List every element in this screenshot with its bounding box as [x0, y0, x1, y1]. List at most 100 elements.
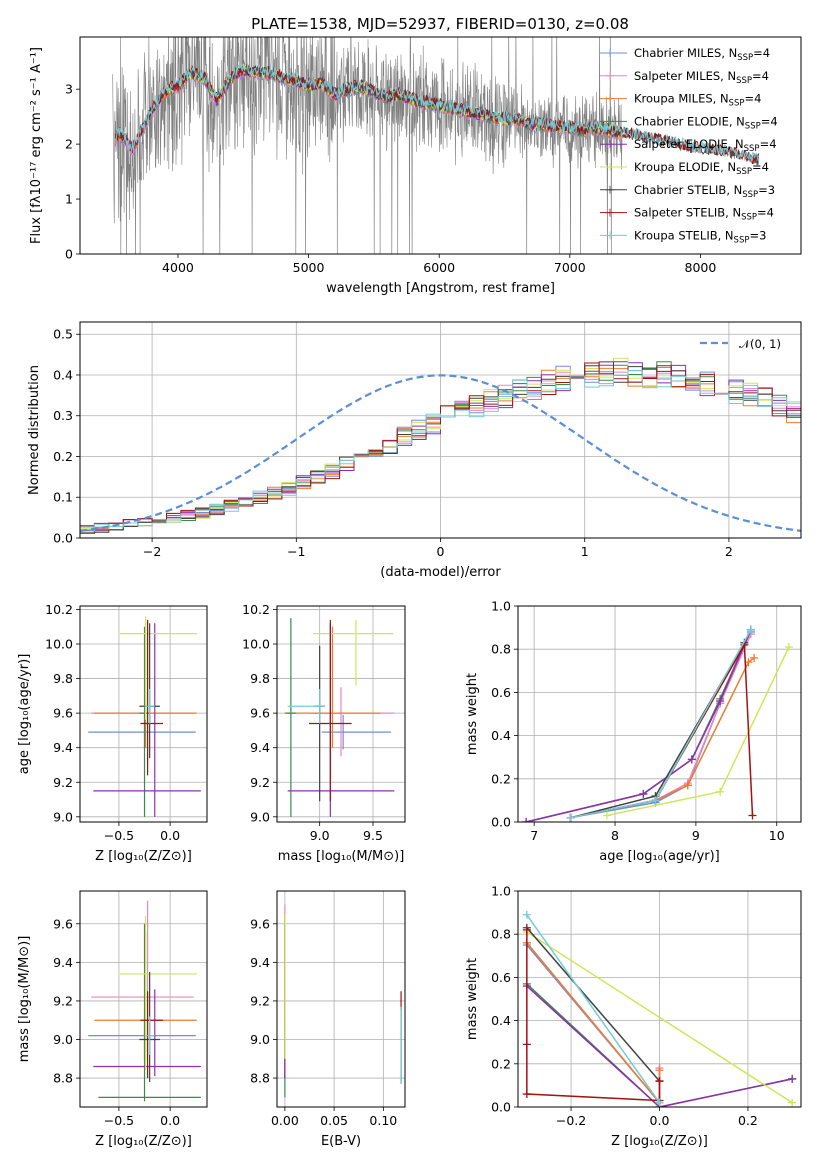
- y-tick-label: 1.0: [491, 884, 511, 899]
- errorbar-point: [285, 618, 297, 817]
- plot-area: [522, 910, 797, 1107]
- x-tick-label: 4000: [162, 260, 194, 275]
- legend-entry-label: Kroupa MILES, NSSP=4: [634, 92, 761, 109]
- weight-point-marker: [602, 811, 611, 820]
- weight-point-marker: [655, 1077, 664, 1086]
- legend-entry-label: Chabrier STELIB, NSSP=3: [634, 183, 775, 200]
- axes-frame: [79, 890, 208, 1108]
- legend-entry-count: =4: [753, 46, 770, 60]
- errorbar-point: [313, 619, 394, 686]
- x-axis-label: mass [log₁₀(M/M⊙)]: [278, 849, 405, 864]
- errorbar-point: [321, 714, 392, 750]
- legend-entry-label: 𝒩(0, 1): [739, 337, 781, 351]
- legend-entry-label: Salpeter STELIB, NSSP=4: [634, 206, 774, 223]
- x-tick-label: 0: [437, 544, 445, 559]
- y-tick-label: 0.1: [53, 490, 73, 505]
- weight-series-line: [526, 927, 661, 1082]
- weight-point-marker: [655, 1098, 664, 1107]
- weight-point-marker: [522, 1090, 531, 1099]
- y-tick-label: 0.4: [491, 1013, 511, 1028]
- plot-area: [88, 900, 201, 1102]
- errorbar-point: [119, 616, 197, 721]
- y-tick-label: 0.2: [491, 771, 511, 786]
- y-tick-label: 0.6: [491, 685, 511, 700]
- errorbar-point: [144, 688, 155, 724]
- legend-entry-text: Chabrier STELIB, N: [634, 183, 742, 197]
- y-axis-label: age [log₁₀(age/yr)]: [17, 654, 32, 775]
- y-tick-label: 0.5: [53, 327, 73, 342]
- legend-entry-label: Salpeter ELODIE, NSSP=4: [634, 137, 777, 154]
- age-vs-metallicity-panel: −0.5 0.0 9.0 9.2 9.4 9.6 9.8 10.0 10.2 Z [log₁₀(Z…: [17, 602, 208, 864]
- errorbar-point: [140, 991, 163, 1079]
- y-tick-label: 0.8: [491, 927, 511, 942]
- errorbar-point: [144, 1016, 155, 1055]
- x-tick-label: 0.0: [160, 828, 180, 843]
- legend-entry-count: =4: [757, 206, 774, 220]
- x-axis-label: wavelength [Angstrom, rest frame]: [326, 281, 555, 296]
- errorbar-point: [309, 619, 352, 802]
- y-tick-label: 9.0: [250, 1032, 270, 1047]
- x-tick-label: 2: [725, 544, 733, 559]
- x-tick-label: 0.05: [320, 1113, 348, 1128]
- y-tick-label: 0.2: [53, 449, 73, 464]
- mass-weight-vs-age-panel: 7 8 9 10 0.0 0.2 0.4 0.6 0.8 1.0 age [log₁₀(age/yr…: [465, 599, 802, 864]
- x-tick-label: 0.00: [271, 1113, 299, 1128]
- weight-point-marker: [750, 653, 759, 662]
- legend-marker: [606, 71, 614, 80]
- y-tick-label: 9.8: [250, 671, 270, 686]
- y-tick-label: 9.6: [53, 706, 73, 721]
- x-axis-label: Z [log₁₀(Z/Z⊙)]: [611, 1134, 708, 1149]
- weight-point-marker: [639, 789, 648, 798]
- y-tick-label: 9.0: [53, 1032, 73, 1047]
- y-tick-label: 9.4: [250, 955, 270, 970]
- legend-entry-subscript: SSP: [734, 235, 750, 245]
- axes: −0.5 0.0 9.0 9.2 9.4 9.6 9.8 10.0 10.2 Z [log₁₀(Z…: [17, 602, 208, 864]
- axes: −0.5 0.0 8.8 9.0 9.2 9.4 9.6 Z [log₁₀(Z/Z⊙)] mas…: [17, 890, 208, 1149]
- x-tick-label: 0.10: [369, 1113, 397, 1128]
- x-tick-label: 9: [692, 828, 700, 843]
- y-axis-label: mass [log₁₀(M/M⊙)]: [17, 936, 32, 1063]
- plot-area: [284, 618, 395, 817]
- mass-weight-vs-metallicity-panel: −0.2 0.0 0.2 0.0 0.2 0.4 0.6 0.8 1.0 Z [log₁₀(Z/Z…: [465, 884, 802, 1149]
- legend-marker: [606, 231, 614, 240]
- errorbar-point: [287, 688, 325, 724]
- y-tick-label: 0: [65, 247, 73, 262]
- histogram-step: [80, 369, 801, 532]
- legend-entry-text: Kroupa MILES, N: [634, 92, 729, 106]
- legend-entry-text: Salpeter ELODIE, N: [634, 137, 744, 151]
- legend-marker: [606, 185, 614, 194]
- y-tick-label: 9.2: [250, 775, 270, 790]
- plot-area: [80, 357, 801, 534]
- x-axis-label: Z [log₁₀(Z/Z⊙)]: [95, 849, 192, 864]
- legend-entry-subscript: SSP: [741, 213, 757, 223]
- x-axis-label: E(B-V): [321, 1134, 361, 1149]
- legend-entry-label: Chabrier MILES, NSSP=4: [634, 46, 770, 63]
- weight-point-marker: [784, 643, 793, 652]
- x-tick-label: 0.0: [160, 1113, 180, 1128]
- legend-marker: [606, 208, 614, 217]
- x-tick-label: −1: [287, 544, 305, 559]
- y-tick-label: 0.4: [491, 728, 511, 743]
- residual-histogram-panel: −2 −1 0 1 2 0.0 0.1 0.2 0.3 0.4 0.5 (data-model)/er…: [27, 321, 802, 580]
- legend-entry-subscript: SSP: [737, 53, 753, 63]
- legend-entry-label: Kroupa STELIB, NSSP=3: [634, 228, 766, 245]
- normal-distribution-curve: [80, 374, 801, 532]
- errorbar-point: [93, 623, 201, 817]
- errorbar-point: [98, 923, 201, 1102]
- x-tick-label: 8: [611, 828, 619, 843]
- legend-marker: [606, 94, 614, 103]
- y-tick-label: 9.6: [250, 916, 270, 931]
- y-tick-label: 10.2: [242, 602, 270, 617]
- legend-entry-subscript: SSP: [736, 167, 752, 177]
- y-tick-label: 9.2: [250, 993, 270, 1008]
- legend-marker: [606, 49, 614, 57]
- legend-entry-subscript: SSP: [736, 76, 752, 86]
- legend-entry-subscript: SSP: [745, 121, 761, 131]
- legend-entry-subscript: SSP: [742, 190, 758, 200]
- weight-point-marker: [683, 781, 692, 790]
- legend-marker: [606, 163, 614, 171]
- weight-point-marker: [716, 787, 725, 796]
- y-tick-label: 9.2: [53, 775, 73, 790]
- y-tick-label: 0.3: [53, 408, 73, 423]
